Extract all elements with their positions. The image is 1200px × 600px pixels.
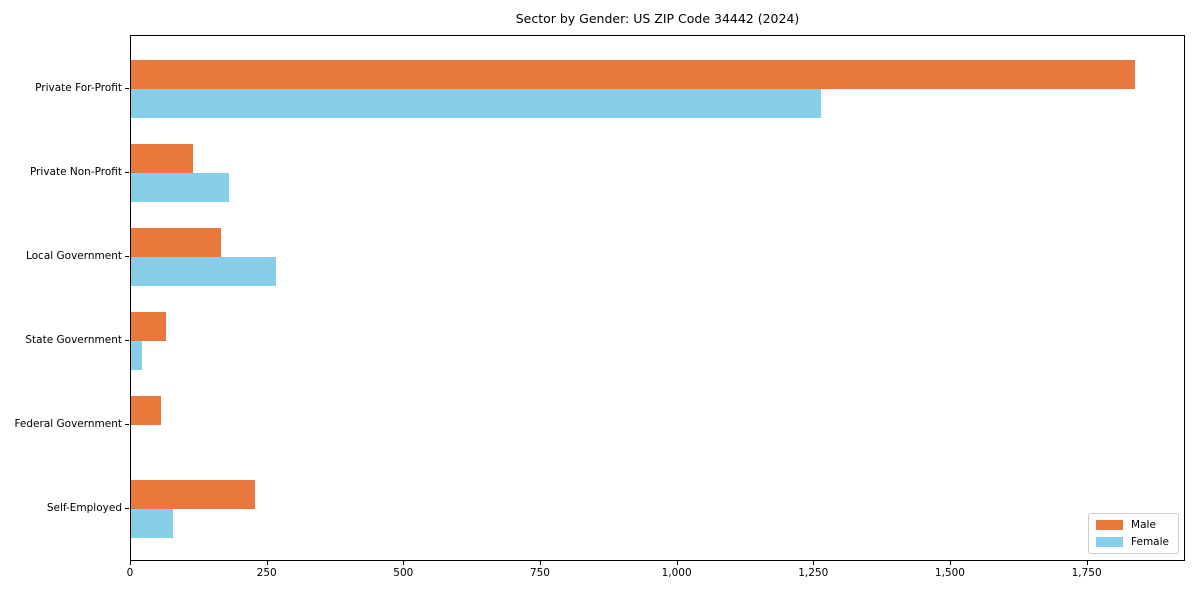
x-axis-tick [1086, 561, 1088, 565]
chart-title: Sector by Gender: US ZIP Code 34442 (202… [515, 11, 800, 26]
y-axis-tick [125, 88, 129, 89]
bar-male-self-employed [131, 480, 256, 509]
legend-swatch-female [1096, 537, 1124, 547]
x-axis-tick-label: 1,250 [798, 567, 829, 579]
bar-female-self-employed [131, 509, 173, 538]
x-axis-tick-label: 500 [393, 567, 414, 579]
x-axis-tick [949, 561, 951, 565]
y-axis-category-label: Private For-Profit [35, 82, 122, 94]
legend-label-male: Male [1131, 519, 1156, 531]
x-axis-tick [403, 561, 405, 565]
bar-female-private-non-profit [131, 173, 230, 202]
y-axis-category-label: Private Non-Profit [29, 166, 122, 178]
y-axis-category-label: Federal Government [14, 418, 122, 430]
legend-entry-female: Female [1096, 536, 1169, 548]
bar-female-state-government [131, 341, 142, 370]
y-axis-category-label: Local Government [25, 250, 122, 262]
x-axis-tick-label: 1,500 [934, 567, 965, 579]
legend-entry-male: Male [1096, 519, 1169, 531]
x-axis-tick [539, 561, 541, 565]
y-axis-tick [125, 256, 129, 257]
x-axis-tick-label: 1,000 [661, 567, 692, 579]
y-axis-tick [125, 508, 129, 509]
bar-male-local-government [131, 228, 222, 257]
legend-label-female: Female [1131, 536, 1169, 548]
bar-female-private-for-profit [131, 89, 821, 118]
y-axis-category-label: State Government [25, 334, 122, 346]
x-axis-tick-label: 1,750 [1071, 567, 1102, 579]
plot-area: Male Female [130, 35, 1185, 561]
y-axis-tick [125, 172, 129, 173]
bar-male-federal-government [131, 396, 161, 425]
x-axis-tick [266, 561, 268, 565]
x-axis-tick-label: 0 [126, 567, 134, 579]
y-axis-category-label: Self-Employed [46, 502, 122, 514]
x-axis-tick [813, 561, 815, 565]
bar-male-private-non-profit [131, 144, 193, 173]
x-axis-tick-label: 250 [256, 567, 277, 579]
x-axis-tick [676, 561, 678, 565]
x-axis-tick-label: 750 [529, 567, 550, 579]
legend-swatch-male [1096, 520, 1124, 530]
y-axis-tick [125, 340, 129, 341]
x-axis-tick [130, 561, 131, 565]
bar-male-private-for-profit [131, 60, 1135, 89]
bar-male-state-government [131, 312, 166, 341]
y-axis-tick [125, 424, 129, 425]
bar-female-local-government [131, 257, 277, 286]
legend: Male Female [1088, 513, 1179, 554]
